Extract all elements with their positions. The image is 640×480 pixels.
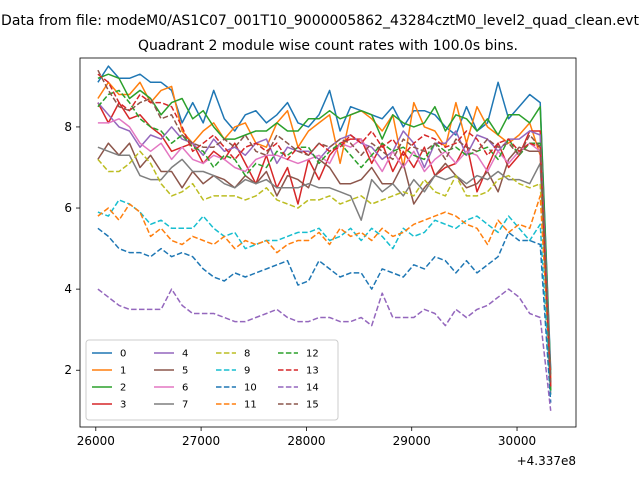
legend-label-10: 10 bbox=[244, 383, 257, 394]
legend-label-3: 3 bbox=[120, 400, 126, 411]
y-tick-label: 4 bbox=[64, 282, 72, 296]
legend-label-6: 6 bbox=[182, 383, 188, 394]
series-line-5 bbox=[97, 142, 552, 391]
series-layer bbox=[97, 65, 552, 411]
figure-suptitle: Data from file: modeM0/AS1C07_001T10_900… bbox=[1, 13, 639, 29]
legend-label-12: 12 bbox=[306, 349, 319, 360]
x-offset-label: +4.337e8 bbox=[517, 454, 576, 468]
legend-label-13: 13 bbox=[306, 366, 319, 377]
series-line-15 bbox=[97, 69, 552, 383]
y-axis: 2 4 6 8 bbox=[64, 120, 80, 377]
legend-label-11: 11 bbox=[244, 400, 257, 411]
x-tick-label: 26000 bbox=[77, 434, 115, 448]
series-line-2 bbox=[97, 73, 552, 375]
y-tick-label: 2 bbox=[64, 363, 72, 377]
series-line-1 bbox=[97, 81, 552, 383]
x-tick-label: 27000 bbox=[182, 434, 220, 448]
x-tick-label: 28000 bbox=[287, 434, 325, 448]
legend-label-8: 8 bbox=[244, 349, 250, 360]
x-tick-label: 30000 bbox=[498, 434, 536, 448]
legend-label-9: 9 bbox=[244, 366, 250, 377]
legend-label-2: 2 bbox=[120, 383, 126, 394]
series-line-10 bbox=[97, 227, 552, 403]
series-line-13 bbox=[97, 73, 552, 387]
y-tick-label: 6 bbox=[64, 201, 72, 215]
legend-label-0: 0 bbox=[120, 349, 126, 360]
series-line-9 bbox=[97, 199, 552, 395]
series-line-8 bbox=[97, 150, 552, 387]
legend-box bbox=[85, 339, 339, 421]
legend-label-4: 4 bbox=[182, 349, 188, 360]
y-tick-label: 8 bbox=[64, 120, 72, 134]
series-line-12 bbox=[97, 89, 552, 391]
legend-label-7: 7 bbox=[182, 400, 188, 411]
x-tick-label: 29000 bbox=[393, 434, 431, 448]
axes-frame bbox=[79, 57, 577, 428]
series-line-7 bbox=[97, 146, 552, 395]
legend-label-14: 14 bbox=[306, 383, 319, 394]
legend-label-15: 15 bbox=[306, 400, 319, 411]
x-axis: 26000 27000 28000 29000 30000 bbox=[77, 427, 536, 448]
series-line-6 bbox=[97, 118, 552, 387]
series-line-14 bbox=[97, 288, 552, 411]
series-line-11 bbox=[97, 195, 552, 379]
legend-label-1: 1 bbox=[120, 366, 126, 377]
legend-label-5: 5 bbox=[182, 366, 188, 377]
chart-title: Quadrant 2 module wise count rates with … bbox=[138, 38, 518, 54]
